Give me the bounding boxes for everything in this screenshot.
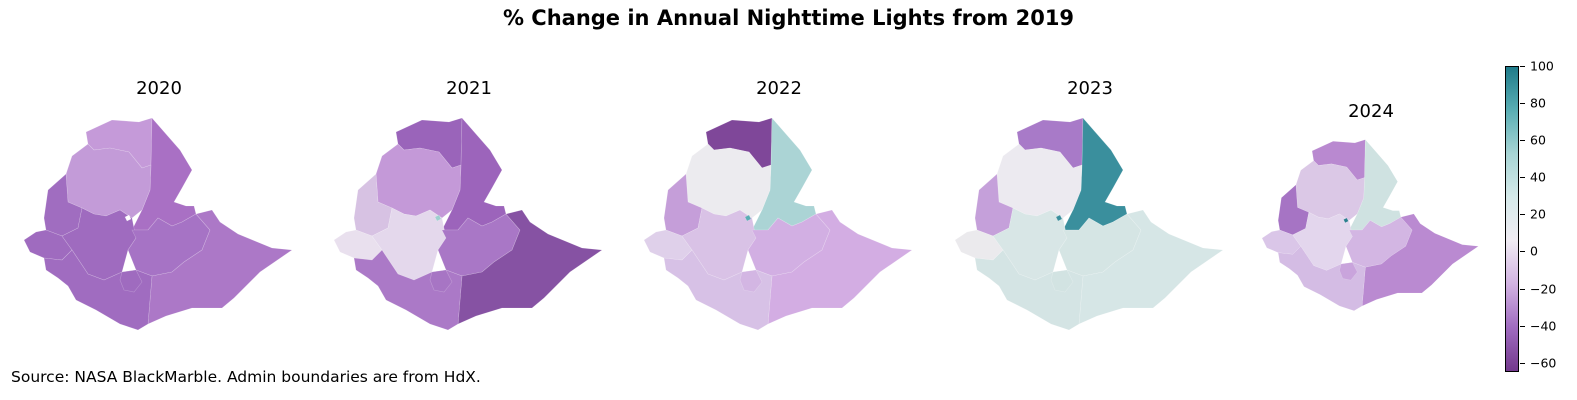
map-panel-2022: 2022 [644,78,914,335]
region-somali [1078,209,1224,325]
ethiopia-map [955,117,1224,331]
map-panel-2021: 2021 [334,78,604,335]
region-addis [1055,214,1063,222]
colorbar-tick-label: 60 [1530,132,1546,148]
colorbar-tick-label: −40 [1530,318,1557,334]
colorbar-tick [1520,325,1525,327]
region-snnp [663,249,773,331]
region-sidama [1050,269,1074,293]
region-snnp [43,249,153,331]
ethiopia-map [1262,138,1480,312]
panel-title: 2024 [1348,101,1394,122]
region-somali [147,209,293,325]
panel-title: 2023 [1067,78,1113,99]
region-snnp [353,249,463,331]
map-panel-2024: 2024 [1262,101,1480,315]
colorbar-tick-label: −60 [1530,355,1557,371]
colorbar-tick-label: 40 [1530,169,1546,185]
region-snnp [1277,245,1366,312]
source-note: Source: NASA BlackMarble. Admin boundari… [11,368,481,386]
colorbar-ticks: 100 80 60 40 20 0 −20 −40 −60 [1520,59,1570,372]
colorbar-tick-label: 20 [1530,206,1546,222]
panel-title: 2022 [756,78,802,99]
colorbar-tick [1520,140,1525,142]
ethiopia-map [334,117,603,331]
region-addis [744,214,752,222]
region-sidama [1339,262,1358,281]
region-sidama [429,269,453,293]
colorbar-tick [1520,288,1525,290]
colorbar-tick [1520,103,1525,105]
colorbar-tick [1520,251,1525,253]
region-somali [1361,213,1480,307]
colorbar-tick-label: 0 [1530,243,1538,259]
ethiopia-map [24,117,293,331]
colorbar-tick-label: 80 [1530,95,1546,111]
panel-title: 2021 [446,78,492,99]
region-sidama [119,269,143,293]
colorbar-tick [1520,66,1525,67]
region-addis [1343,217,1349,224]
colorbar-tick [1520,362,1525,364]
region-somali [767,209,913,325]
colorbar-tick-label: 100 [1530,58,1554,74]
region-somali [457,209,603,325]
region-addis [434,214,442,222]
region-snnp [974,249,1084,331]
colorbar-tick [1520,214,1525,216]
ethiopia-map [644,117,913,331]
map-panel-2023: 2023 [955,78,1225,335]
chart-title: % Change in Annual Nighttime Lights from… [502,6,1075,30]
colorbar [1505,66,1519,372]
panel-title: 2020 [136,78,182,99]
colorbar-tick-label: −20 [1530,281,1557,297]
map-panel-2020: 2020 [24,78,294,335]
colorbar-tick [1520,177,1525,179]
region-addis [124,214,132,222]
region-sidama [739,269,763,293]
